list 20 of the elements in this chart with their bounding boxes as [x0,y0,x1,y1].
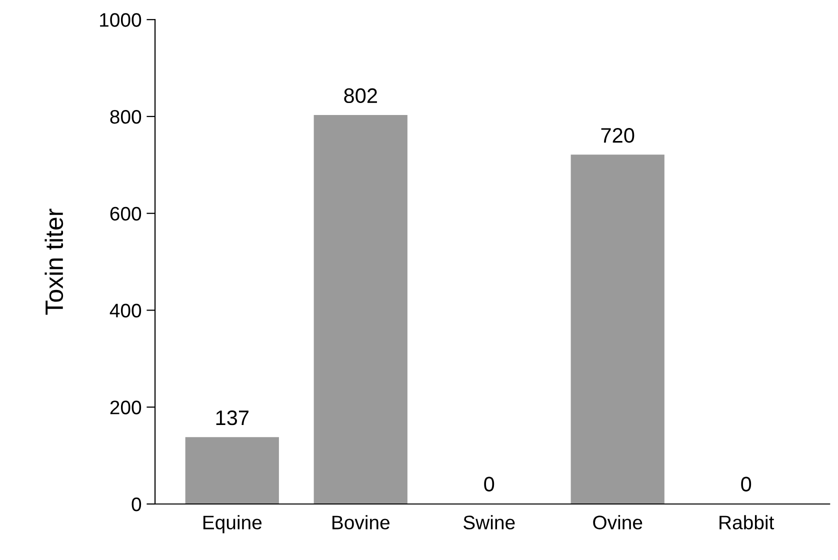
y-tick-label: 400 [110,304,142,318]
x-tick-label: Equine [203,515,262,534]
y-tick-label: 0 [132,497,142,512]
y-tick-label: 200 [110,400,142,414]
bar [185,437,279,504]
x-tick-label: Bovine [332,515,390,530]
data-label: 137 [216,410,248,426]
bar [314,114,408,504]
data-label: 720 [601,128,634,143]
data-label: 802 [344,88,377,104]
data-label: 0 [741,476,752,492]
x-tick-label: Ovine [593,515,642,530]
y-tick-label: 600 [110,206,142,221]
x-tick-label: Rabbit [720,515,774,530]
bar [570,154,664,504]
y-tick-label: 1000 [100,13,142,27]
x-tick-label: Swine [464,515,515,530]
y-axis-title: Toxin titer [44,208,64,315]
y-tick-label: 800 [110,110,142,124]
data-label: 0 [484,476,494,492]
